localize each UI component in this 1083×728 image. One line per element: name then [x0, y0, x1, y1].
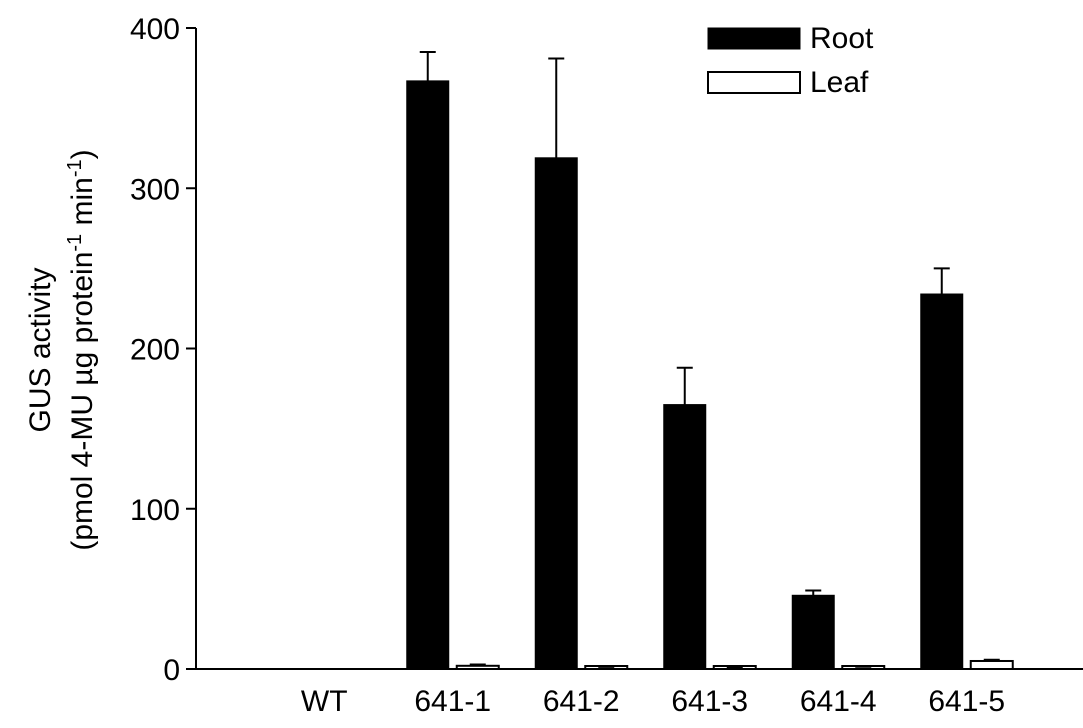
legend-label-root: Root — [810, 22, 874, 55]
legend-swatch-root — [707, 27, 801, 50]
legend-label-leaf: Leaf — [810, 66, 869, 99]
y-tick-label-100: 100 — [130, 494, 180, 527]
y-tick-label-0: 0 — [163, 654, 180, 687]
y-axis-title-line1: GUS activity — [24, 267, 57, 432]
bar-root-641-5 — [920, 293, 964, 670]
y-tick-label-200: 200 — [130, 334, 180, 367]
bar-root-641-3 — [663, 404, 707, 670]
x-tick-label-641-1: 641-1 — [414, 685, 491, 718]
bar-leaf-641-5 — [969, 659, 1014, 670]
bar-root-641-4 — [791, 594, 835, 670]
y-axis-title: GUS activity (pmol 4-MU µg protein-1 min… — [24, 149, 99, 550]
axes: WT 641-1 641-2 641-3 641-4 641-5 0 100 200 300 400 — [130, 13, 1083, 718]
x-tick-label-641-3: 641-3 — [671, 685, 748, 718]
legend: Root Leaf — [707, 22, 874, 99]
x-tick-label-641-5: 641-5 — [928, 685, 1005, 718]
y-tick-label-400: 400 — [130, 13, 180, 46]
plot-area — [406, 51, 1014, 670]
bar-root-641-2 — [534, 157, 578, 670]
bar-root-641-1 — [406, 80, 450, 670]
x-tick-label-641-2: 641-2 — [543, 685, 620, 718]
x-tick-label-wt: WT — [301, 685, 348, 718]
y-axis-title-line2: (pmol 4-MU µg protein-1 min-1) — [64, 149, 99, 550]
y-tick-label-300: 300 — [130, 173, 180, 206]
x-tick-label-641-4: 641-4 — [800, 685, 877, 718]
legend-swatch-leaf — [707, 71, 801, 94]
